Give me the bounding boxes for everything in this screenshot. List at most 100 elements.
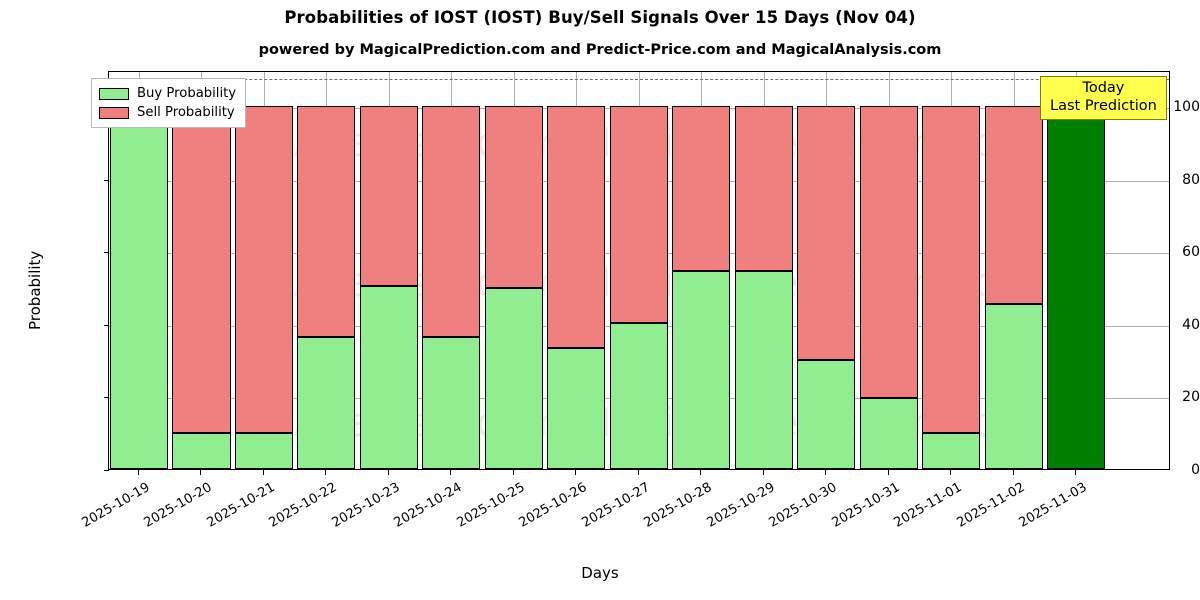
bar-group[interactable]	[109, 72, 169, 469]
bar-group[interactable]	[859, 72, 918, 469]
bar-group[interactable]	[172, 72, 231, 469]
chart-legend: Buy Probability Sell Probability	[91, 78, 247, 128]
x-tick-mark	[388, 470, 389, 475]
x-tick-label: 2025-10-27	[579, 480, 653, 531]
plot-area: MagicalAnalysis.comMagicalPrediction.com…	[108, 71, 1170, 470]
x-tick-label: 2025-10-28	[641, 480, 715, 531]
today-annotation-line2: Last Prediction	[1050, 97, 1157, 114]
bar-segment-sell[interactable]	[859, 106, 918, 399]
bar-segment-buy[interactable]	[422, 336, 481, 469]
x-tick-label: 2025-10-22	[266, 480, 340, 531]
x-tick-mark	[263, 470, 264, 475]
bar-segment-buy[interactable]	[109, 106, 169, 469]
bar-segment-sell[interactable]	[797, 106, 856, 361]
bar-segment-buy[interactable]	[672, 271, 731, 469]
x-tick-mark	[575, 470, 576, 475]
legend-item[interactable]: Sell Probability	[99, 103, 236, 122]
x-tick-mark	[700, 470, 701, 475]
bar-group[interactable]	[922, 72, 981, 469]
x-tick-mark	[763, 470, 764, 475]
y-tick-mark	[104, 179, 109, 181]
bar-group[interactable]	[797, 72, 856, 469]
y-tick-mark	[104, 252, 109, 254]
bar-group[interactable]	[359, 72, 418, 469]
y-tick-label: 0	[1191, 462, 1200, 478]
bar-segment-sell[interactable]	[422, 106, 481, 337]
bar-segment-buy[interactable]	[359, 285, 418, 469]
bar-group[interactable]	[672, 72, 731, 469]
x-tick-mark	[325, 470, 326, 475]
bar-segment-buy[interactable]	[172, 432, 231, 469]
bar-segment-buy[interactable]	[797, 360, 856, 469]
bar-segment-sell[interactable]	[672, 106, 731, 272]
x-tick-label: 2025-10-31	[829, 480, 903, 531]
bar-group[interactable]	[609, 72, 668, 469]
x-tick-mark	[1013, 470, 1014, 475]
x-tick-mark	[513, 470, 514, 475]
bar-segment-buy[interactable]	[297, 336, 356, 469]
x-tick-label: 2025-11-03	[1016, 480, 1090, 531]
x-tick-label: 2025-10-19	[79, 480, 153, 531]
bar-segment-buy[interactable]	[922, 432, 981, 469]
bar-segment-sell[interactable]	[922, 106, 981, 433]
bar-segment-sell[interactable]	[609, 106, 668, 323]
bar-segment-sell[interactable]	[484, 106, 543, 288]
chart-title: Probabilities of IOST (IOST) Buy/Sell Si…	[284, 8, 916, 27]
bar-group[interactable]	[484, 72, 543, 469]
chart-subtitle: powered by MagicalPrediction.com and Pre…	[258, 42, 942, 58]
threshold-dashed-line	[109, 79, 1169, 81]
legend-item[interactable]: Buy Probability	[99, 84, 236, 103]
bar-segment-buy[interactable]	[859, 398, 918, 469]
today-annotation: Today Last Prediction	[1040, 76, 1167, 121]
y-tick-label: 100	[1173, 99, 1200, 116]
bar-segment-buy[interactable]	[609, 322, 668, 469]
x-tick-label: 2025-10-25	[454, 480, 528, 531]
bar-segment-sell[interactable]	[359, 106, 418, 286]
y-tick-mark	[104, 324, 109, 326]
x-tick-mark	[888, 470, 889, 475]
bar-group[interactable]	[734, 72, 793, 469]
x-tick-mark	[138, 470, 139, 475]
legend-swatch-icon	[99, 87, 129, 100]
y-axis-label: Probability	[26, 250, 44, 330]
x-tick-label: 2025-10-24	[391, 480, 465, 531]
x-tick-mark	[1075, 470, 1076, 475]
bar-segment-buy[interactable]	[734, 271, 793, 469]
bar-segment-buy[interactable]	[547, 348, 606, 469]
y-tick-label: 60	[1182, 244, 1200, 261]
legend-label: Buy Probability	[137, 86, 237, 101]
bar-segment-buy[interactable]	[984, 303, 1043, 469]
x-axis-label: Days	[581, 564, 619, 582]
y-tick-label: 20	[1182, 389, 1200, 406]
bar-group[interactable]	[422, 72, 481, 469]
bar-segment-sell[interactable]	[547, 106, 606, 349]
x-tick-mark	[825, 470, 826, 475]
x-tick-label: 2025-10-26	[516, 480, 590, 531]
bar-segment-sell[interactable]	[234, 106, 293, 433]
bar-group[interactable]	[1046, 72, 1106, 469]
y-tick-label: 40	[1182, 316, 1200, 333]
today-annotation-line1: Today	[1082, 80, 1125, 96]
x-tick-mark	[450, 470, 451, 475]
x-tick-mark	[638, 470, 639, 475]
bar-group[interactable]	[234, 72, 293, 469]
x-tick-label: 2025-10-20	[142, 480, 215, 531]
bar-segment-sell[interactable]	[172, 106, 231, 433]
x-tick-label: 2025-10-21	[204, 480, 278, 531]
bar-segment-buy[interactable]	[484, 287, 543, 469]
bar-segment-buy[interactable]	[234, 432, 293, 469]
bar-segment-today[interactable]	[1046, 106, 1106, 469]
bar-group[interactable]	[547, 72, 606, 469]
x-tick-label: 2025-11-01	[891, 480, 965, 531]
legend-swatch-icon	[99, 106, 129, 119]
x-tick-label: 2025-10-29	[704, 480, 778, 531]
bar-group[interactable]	[297, 72, 356, 469]
y-tick-mark	[104, 397, 109, 399]
bar-group[interactable]	[984, 72, 1043, 469]
x-tick-mark	[200, 470, 201, 475]
bar-segment-sell[interactable]	[734, 106, 793, 272]
x-tick-label: 2025-11-02	[954, 480, 1028, 531]
bar-segment-sell[interactable]	[984, 106, 1043, 304]
bar-segment-sell[interactable]	[297, 106, 356, 337]
